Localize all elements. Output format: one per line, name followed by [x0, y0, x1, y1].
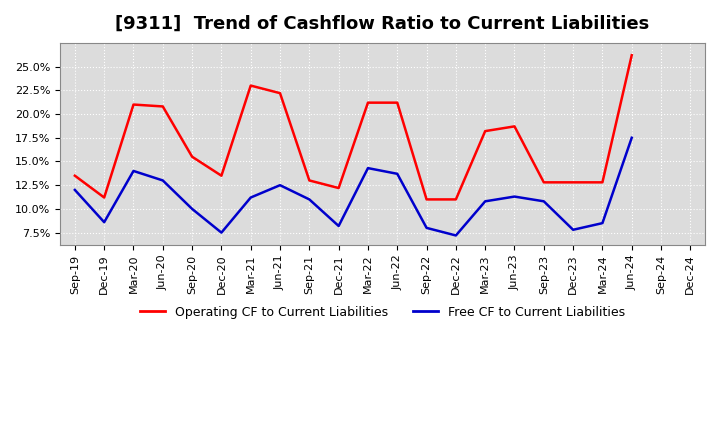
Legend: Operating CF to Current Liabilities, Free CF to Current Liabilities: Operating CF to Current Liabilities, Fre… — [135, 301, 630, 323]
Title: [9311]  Trend of Cashflow Ratio to Current Liabilities: [9311] Trend of Cashflow Ratio to Curren… — [115, 15, 649, 33]
